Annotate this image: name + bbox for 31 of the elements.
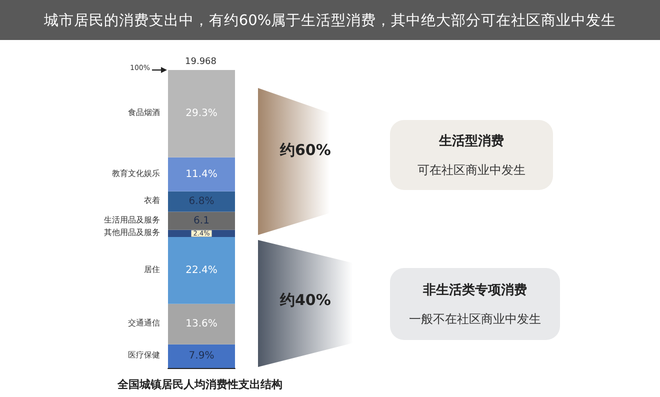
data-label: 29.3%	[186, 108, 218, 120]
data-label: 13.6%	[186, 318, 218, 330]
text: 生活型消费	[439, 132, 504, 150]
data-label: 7.9%	[188, 350, 214, 362]
series-label: 生活用品及服务	[104, 215, 160, 224]
bar	[168, 212, 235, 230]
series-label: 医疗保健	[128, 350, 160, 360]
x-axis-title: 全国城镇居民人均消费性支出结构	[116, 377, 284, 392]
data-label: 6.1	[194, 215, 210, 226]
bar	[168, 70, 235, 158]
text: 约60%	[280, 141, 331, 160]
text: 可在社区商业中发生	[418, 162, 526, 178]
series-label: 教育文化娱乐	[112, 168, 160, 178]
text: 19.968	[185, 57, 216, 67]
bar	[168, 304, 235, 344]
text: 约40%	[280, 291, 331, 310]
data-label: 11.4%	[186, 168, 218, 180]
series-label: 居住	[144, 264, 160, 274]
series-label: 交通通信	[128, 318, 160, 328]
series-label: 其他用品及服务	[104, 228, 160, 237]
data-label: 6.8%	[188, 196, 214, 208]
data-label: 22.4%	[186, 264, 218, 276]
text: 城市居民的消费支出中，有约60%属于生活型消费，其中绝大部分可在社区商业中发生	[0, 0, 660, 40]
series-label: 食品烟酒	[128, 108, 160, 118]
bar	[168, 344, 235, 368]
bar	[168, 191, 235, 212]
series-label: 衣着	[144, 196, 160, 206]
bar	[168, 157, 235, 192]
text: 一般不在社区商业中发生	[409, 310, 541, 328]
bar	[168, 237, 235, 304]
text: 非生活类专项消费	[423, 282, 527, 298]
